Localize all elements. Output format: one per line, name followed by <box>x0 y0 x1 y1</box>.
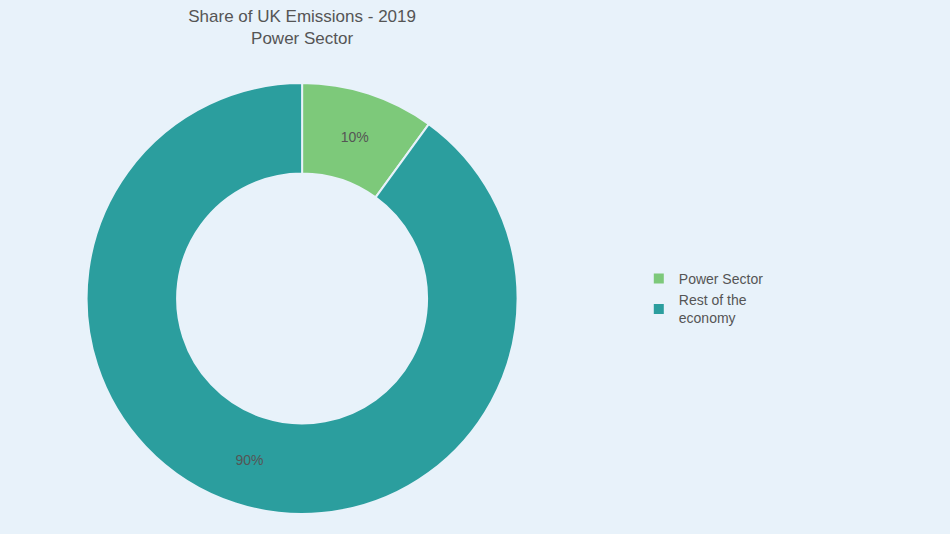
svg-text:Share of UK Emissions - 2019Po: Share of UK Emissions - 2019Power Sector <box>188 7 416 48</box>
svg-text:90%: 90% <box>235 452 263 468</box>
svg-text:Rest of theeconomy: Rest of theeconomy <box>679 292 747 326</box>
svg-text:10%: 10% <box>341 129 369 145</box>
svg-text:Power Sector: Power Sector <box>679 271 763 287</box>
